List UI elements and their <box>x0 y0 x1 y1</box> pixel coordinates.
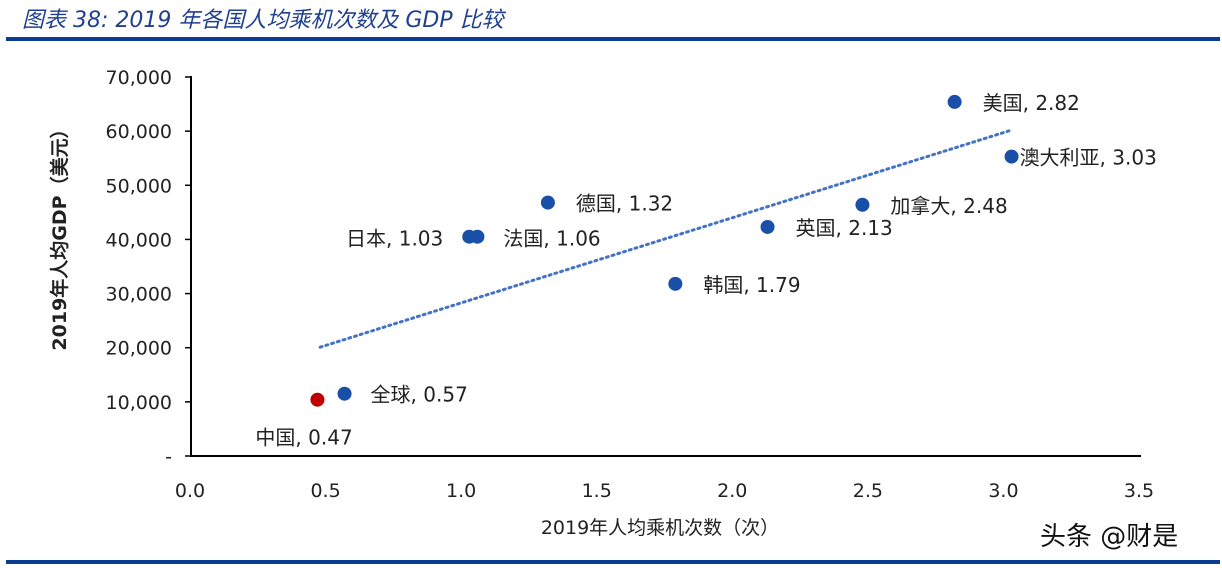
bottom-rule <box>6 560 1220 564</box>
watermark: 头条 @财是 <box>1040 522 1179 552</box>
y-tick-label: 10,000 <box>106 392 172 414</box>
data-point <box>947 94 962 109</box>
data-label: 日本, 1.03 <box>346 227 443 251</box>
y-axis-label: 2019年人均GDP（美元） <box>48 119 71 350</box>
x-tick-label: 1.5 <box>582 480 612 502</box>
top-rule <box>6 37 1220 41</box>
chart-title: 图表 38: 2019 年各国人均乘机次数及 GDP 比较 <box>22 8 504 33</box>
y-tick-label: 60,000 <box>106 121 172 143</box>
y-tick-label: 70,000 <box>106 67 172 89</box>
x-tick-label: 0.5 <box>310 480 340 502</box>
data-point <box>668 276 683 291</box>
data-label: 中国, 0.47 <box>255 426 352 450</box>
x-tick-label: 2.5 <box>853 480 883 502</box>
y-tick-label: 20,000 <box>106 338 172 360</box>
x-axis-label: 2019年人均乘机次数（次） <box>541 517 779 539</box>
data-point <box>337 386 352 401</box>
data-label: 澳大利亚, 3.03 <box>1020 146 1157 170</box>
x-tick-label: 3.0 <box>988 480 1018 502</box>
data-label: 美国, 2.82 <box>983 91 1080 115</box>
y-tick-label: 50,000 <box>106 175 172 197</box>
data-point <box>855 197 870 212</box>
trendline <box>318 128 1014 349</box>
data-label: 韩国, 1.79 <box>703 273 800 297</box>
data-point <box>540 195 555 210</box>
data-label: 德国, 1.32 <box>576 192 673 216</box>
data-point <box>310 392 325 407</box>
data-label: 全球, 0.57 <box>371 383 468 407</box>
data-label: 加拿大, 2.48 <box>890 194 1007 218</box>
data-point <box>1004 149 1019 164</box>
data-label: 法国, 1.06 <box>503 227 600 251</box>
data-point <box>760 219 775 234</box>
x-tick-label: 1.0 <box>446 480 476 502</box>
x-tick-label: 3.5 <box>1124 480 1154 502</box>
x-tick-label: 2.0 <box>717 480 747 502</box>
y-tick-label: - <box>165 446 172 468</box>
y-tick-label: 40,000 <box>106 229 172 251</box>
data-point <box>470 229 485 244</box>
x-tick-label: 0.0 <box>175 480 205 502</box>
data-label: 英国, 2.13 <box>796 216 893 240</box>
y-tick-label: 30,000 <box>106 284 172 306</box>
